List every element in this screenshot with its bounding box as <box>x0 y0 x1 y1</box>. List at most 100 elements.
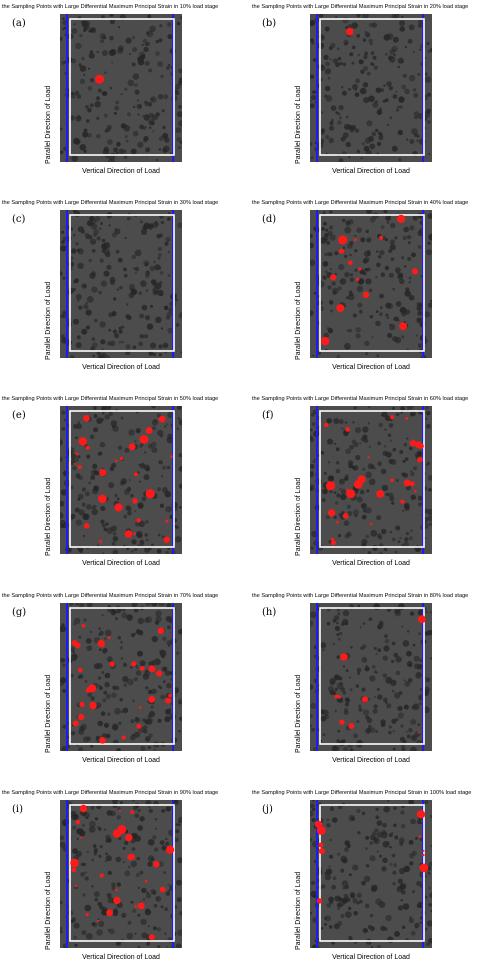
speckle <box>97 88 102 93</box>
speckle <box>100 339 106 345</box>
speckle <box>404 537 409 542</box>
speckle <box>145 893 152 899</box>
strain-point <box>405 417 408 420</box>
speckle <box>362 82 369 88</box>
speckle <box>125 505 131 511</box>
speckle <box>168 889 171 892</box>
speckle <box>60 625 67 633</box>
strain-point <box>418 443 424 449</box>
speckle <box>101 15 105 19</box>
speckle <box>98 920 105 927</box>
speckle <box>107 341 111 346</box>
speckle <box>311 422 316 426</box>
speckle <box>352 864 359 871</box>
speckle <box>71 917 77 923</box>
speckle <box>330 309 333 313</box>
speckle <box>394 550 398 554</box>
speckle <box>167 883 170 886</box>
speckle <box>402 903 410 910</box>
speckle <box>383 806 390 813</box>
speckle <box>342 132 349 139</box>
speckle <box>393 806 397 810</box>
speckle <box>73 318 79 325</box>
speckle <box>124 135 128 139</box>
x-axis-label: Vertical Direction of Load <box>332 560 410 567</box>
speckle <box>81 487 86 492</box>
speckle <box>139 539 145 545</box>
speckle <box>349 254 352 257</box>
speckle <box>405 730 408 733</box>
speckle <box>419 822 423 825</box>
speckle <box>428 233 432 241</box>
speckle <box>373 646 377 650</box>
speckle <box>410 494 416 500</box>
speckle <box>388 423 394 428</box>
speckle <box>114 228 117 231</box>
y-axis-label: Parallel Direction of Load <box>295 477 302 556</box>
speckle <box>86 645 93 651</box>
speckle <box>70 516 74 520</box>
strain-point <box>318 848 325 855</box>
speckle <box>163 425 167 428</box>
speckle <box>90 238 97 245</box>
speckle <box>101 523 106 528</box>
speckle <box>418 702 422 706</box>
speckle <box>406 406 414 410</box>
y-axis-label: Parallel Direction of Load <box>45 871 52 950</box>
speckle <box>371 63 375 67</box>
speckle <box>348 814 355 822</box>
strain-point <box>115 888 118 892</box>
speckle <box>110 810 116 817</box>
speckle <box>374 828 379 833</box>
speckle <box>311 817 316 823</box>
speckle <box>397 540 401 543</box>
strain-point <box>133 532 136 535</box>
speckle <box>61 410 66 415</box>
speckle <box>333 745 340 751</box>
speckle <box>353 733 359 739</box>
speckle <box>78 475 83 481</box>
speckle <box>148 733 153 738</box>
speckle <box>154 847 159 852</box>
speckle <box>157 256 161 260</box>
speckle <box>324 94 328 98</box>
speckle <box>134 440 137 443</box>
speckle <box>328 137 334 144</box>
speckle <box>108 158 115 162</box>
speckle <box>109 466 115 472</box>
speckle <box>164 241 169 246</box>
speckle <box>148 126 152 129</box>
speckle <box>399 536 402 540</box>
speckle <box>391 501 395 505</box>
speckle <box>78 635 82 639</box>
speckle <box>390 257 395 261</box>
speckle <box>365 835 370 840</box>
speckle <box>93 229 99 235</box>
speckle <box>361 656 368 663</box>
strain-point <box>163 536 170 543</box>
speckle <box>144 451 147 454</box>
speckle <box>81 21 84 24</box>
speckle-image <box>310 14 432 162</box>
speckle <box>159 271 164 275</box>
speckle <box>76 837 79 840</box>
speckle <box>131 254 136 260</box>
x-axis-label: Vertical Direction of Load <box>82 954 160 961</box>
strain-point <box>340 653 348 661</box>
speckle <box>114 105 120 111</box>
speckle <box>362 467 366 471</box>
strain-point <box>99 642 105 648</box>
speckle <box>139 334 144 339</box>
speckle <box>355 78 361 84</box>
speckle <box>116 748 121 751</box>
speckle <box>334 895 341 902</box>
speckle <box>336 621 339 625</box>
speckle <box>356 285 363 293</box>
speckle <box>346 329 350 332</box>
speckle <box>365 32 371 38</box>
speckle <box>132 908 137 913</box>
speckle <box>341 427 344 430</box>
speckle <box>411 128 418 135</box>
speckle <box>398 837 405 844</box>
speckle <box>379 294 383 298</box>
